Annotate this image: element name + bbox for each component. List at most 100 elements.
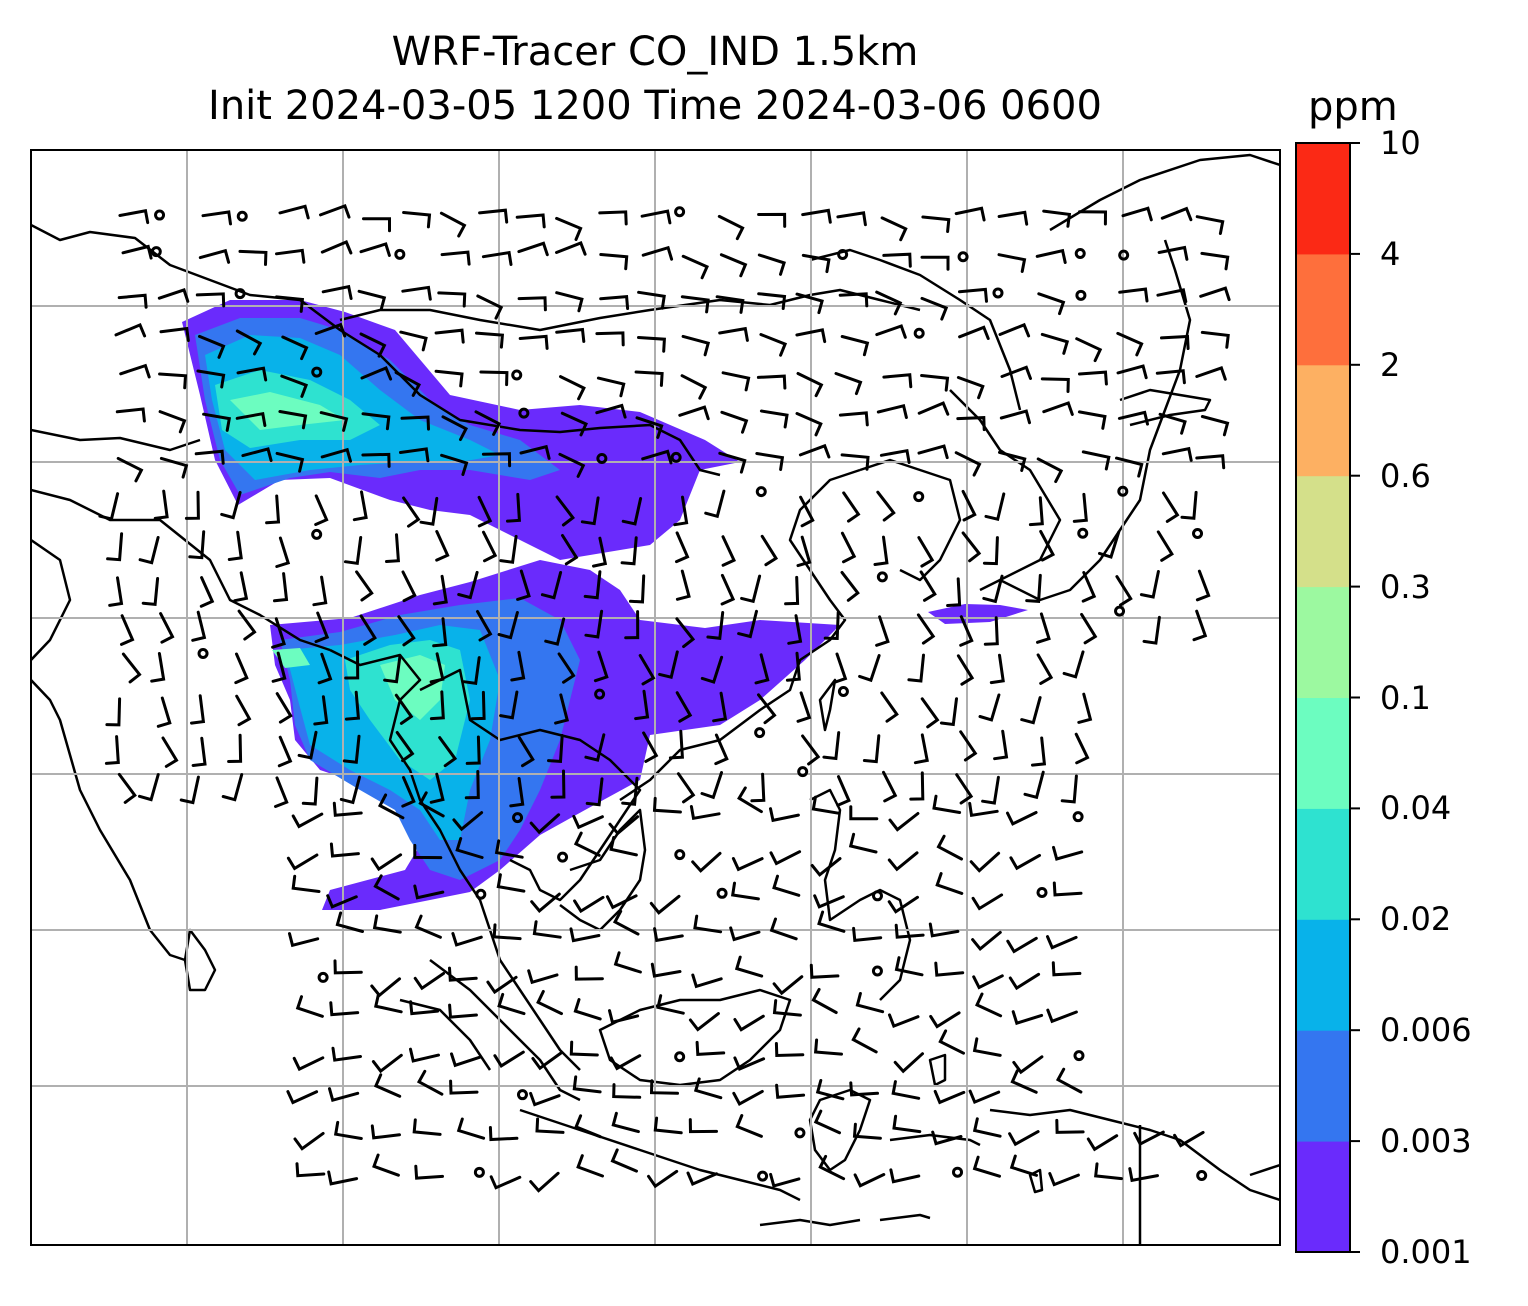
- wind-barb: [432, 617, 448, 648]
- wind-barb: [371, 1053, 403, 1074]
- wind-barb: [720, 573, 736, 606]
- wind-barb: [516, 569, 531, 601]
- wind-barb: [920, 697, 940, 729]
- wind-barb: [650, 962, 682, 978]
- wind-barb: [851, 1027, 878, 1054]
- calm-wind-marker: [674, 849, 686, 861]
- wind-barb: [956, 416, 986, 432]
- wind-barb: [572, 814, 604, 830]
- wind-barb: [691, 851, 722, 873]
- colorbar-tick-label: 2: [1380, 345, 1401, 384]
- wind-barb: [969, 851, 1001, 873]
- wind-barb: [573, 895, 605, 914]
- colorbar-tick-label: 0.003: [1380, 1122, 1472, 1161]
- wind-barb: [917, 536, 935, 568]
- wind-barb: [795, 292, 824, 315]
- wind-barb: [640, 209, 672, 225]
- wind-barb: [572, 1075, 602, 1094]
- wind-barb: [888, 812, 920, 832]
- wind-barb: [695, 1040, 726, 1056]
- wind-barb: [198, 334, 226, 359]
- wind-barb: [1162, 491, 1180, 523]
- wind-barb: [675, 691, 693, 723]
- wind-barb: [889, 1168, 921, 1184]
- wind-barb: [981, 775, 1000, 805]
- wind-barb: [1052, 881, 1083, 897]
- wind-barb: [975, 992, 1003, 1018]
- wind-barb: [599, 253, 629, 271]
- wind-barb: [673, 495, 689, 527]
- wind-barb: [774, 1042, 805, 1058]
- calm-wind-marker: [837, 686, 849, 698]
- wind-barb: [359, 242, 391, 257]
- wind-barb: [935, 872, 964, 895]
- wind-barb: [159, 456, 189, 479]
- wind-barb: [278, 410, 308, 430]
- calm-wind-marker: [150, 246, 162, 258]
- wind-barb: [478, 208, 509, 224]
- wind-barb: [158, 410, 187, 434]
- wind-barb: [961, 489, 977, 522]
- wind-barb: [931, 1130, 963, 1146]
- calm-wind-marker: [755, 486, 767, 498]
- wind-barb: [909, 771, 925, 801]
- wind-barb: [968, 801, 999, 818]
- wind-barb: [106, 532, 124, 562]
- wind-barb: [649, 894, 681, 915]
- wind-barb: [958, 287, 988, 303]
- wind-barb: [313, 695, 329, 726]
- calm-wind-marker: [797, 766, 809, 778]
- wind-barb: [848, 832, 878, 854]
- wind-barb: [1077, 410, 1107, 430]
- wind-barb: [620, 536, 638, 566]
- colorbar-segment: [1296, 364, 1350, 477]
- wind-barb: [361, 452, 391, 468]
- wind-barb: [733, 1014, 765, 1032]
- wind-barb: [680, 374, 708, 400]
- wind-barb: [121, 244, 153, 260]
- wind-barb: [849, 1081, 879, 1097]
- wind-barb: [292, 1056, 325, 1072]
- calm-wind-marker: [557, 851, 569, 863]
- wind-barb: [1008, 1130, 1040, 1147]
- wind-barb: [401, 285, 432, 301]
- wind-barb: [409, 1047, 440, 1063]
- wind-barb: [731, 857, 764, 872]
- wind-barb: [98, 492, 120, 521]
- wind-barb: [153, 489, 169, 520]
- wind-barb: [237, 609, 257, 641]
- wind-barb: [999, 409, 1031, 425]
- map-gridlines: [31, 150, 1280, 1245]
- wind-barb: [1000, 365, 1032, 380]
- wind-barb: [449, 1079, 479, 1095]
- wind-barb: [159, 326, 190, 342]
- wind-barb: [796, 535, 812, 568]
- wind-barb: [882, 252, 912, 268]
- wind-barb: [402, 496, 421, 528]
- wind-barb: [689, 805, 721, 821]
- colorbar-tick-label: 0.001: [1380, 1233, 1472, 1271]
- wind-barb: [1195, 365, 1227, 381]
- wind-barb: [796, 691, 812, 723]
- wind-barb: [954, 206, 986, 222]
- wind-barb: [595, 331, 625, 347]
- wind-barb: [959, 615, 974, 647]
- wind-barb: [946, 577, 962, 607]
- wind-barb: [488, 1126, 519, 1142]
- wind-barb: [809, 963, 840, 979]
- wind-barb: [759, 333, 788, 357]
- wind-barb: [813, 894, 845, 909]
- wind-barb: [138, 773, 160, 802]
- wind-barb: [332, 801, 363, 817]
- colorbar-tick-label: 0.1: [1380, 678, 1431, 717]
- wind-barb: [1139, 570, 1160, 599]
- wind-barb: [876, 490, 896, 522]
- wind-barb: [314, 611, 330, 644]
- wind-barb: [989, 653, 1005, 685]
- wind-barb: [555, 216, 583, 241]
- calm-wind-marker: [516, 1089, 528, 1101]
- colorbar-tick-label: 10: [1380, 124, 1421, 162]
- wind-barb: [1192, 609, 1208, 642]
- wind-barb: [482, 530, 498, 563]
